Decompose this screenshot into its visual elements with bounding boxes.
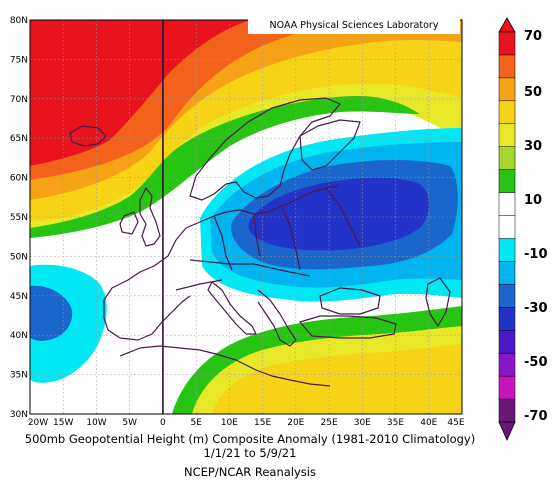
colorbar-label: 30 bbox=[524, 139, 542, 154]
lon-label: 5W bbox=[122, 418, 137, 428]
colorbar-label: -50 bbox=[524, 355, 548, 370]
contour-band-red bbox=[30, 20, 250, 166]
colorbar-label: -70 bbox=[524, 409, 548, 424]
colorbar-cell bbox=[498, 169, 516, 194]
lat-label: 50N bbox=[10, 252, 28, 262]
colorbar: 70 50 30 10 -10 -30 -50 -70 bbox=[498, 17, 548, 441]
lat-label: 65N bbox=[10, 134, 28, 144]
lab-credit: NOAA Physical Sciences Laboratory bbox=[248, 18, 460, 34]
colorbar-bottom-arrow bbox=[498, 421, 516, 441]
lon-label: 45E bbox=[447, 418, 464, 428]
colorbar-label: 50 bbox=[524, 85, 542, 100]
colorbar-label: 70 bbox=[524, 29, 542, 44]
colorbar-cell bbox=[498, 215, 516, 240]
lat-label: 35N bbox=[10, 371, 28, 381]
lon-label: 10W bbox=[86, 418, 106, 428]
colorbar-cell bbox=[498, 329, 516, 354]
colorbar-cell bbox=[498, 261, 516, 285]
contour-low-east-deep-blue bbox=[248, 177, 429, 251]
colorbar-cell bbox=[498, 100, 516, 125]
lon-label: 25E bbox=[321, 418, 338, 428]
lon-label: 40E bbox=[420, 418, 437, 428]
contour-band-green-north bbox=[30, 96, 420, 238]
caption-title: 500mb Geopotential Height (m) Composite … bbox=[24, 432, 476, 446]
colorbar-label: 10 bbox=[524, 193, 542, 208]
lon-label: 0 bbox=[160, 418, 166, 428]
coastlines bbox=[69, 97, 451, 387]
graticule bbox=[30, 20, 462, 414]
latitude-labels: 80N 75N 70N 65N 60N 55N 50N 45N 40N 35N … bbox=[10, 16, 28, 420]
map-area bbox=[30, 20, 462, 414]
colorbar-cell bbox=[498, 284, 516, 308]
lon-label: 20E bbox=[287, 418, 304, 428]
lon-label: 5E bbox=[190, 418, 202, 428]
colorbar-cell bbox=[498, 123, 516, 148]
lat-label: 55N bbox=[10, 213, 28, 223]
colorbar-cell bbox=[498, 31, 516, 56]
colorbar-cell bbox=[498, 146, 516, 171]
lat-label: 40N bbox=[10, 331, 28, 341]
longitude-labels: 20W 15W 10W 5W 0 5E 10E 15E 20E 25E 30E … bbox=[28, 418, 465, 428]
lat-label: 70N bbox=[10, 95, 28, 105]
colorbar-label: -10 bbox=[524, 247, 548, 262]
lon-label: 20W bbox=[28, 418, 48, 428]
colorbar-cell bbox=[498, 398, 516, 423]
map-frame bbox=[29, 19, 463, 415]
caption-date-range: 1/1/21 to 5/9/21 bbox=[203, 446, 297, 460]
colorbar-cell bbox=[498, 192, 516, 217]
lon-label: 15W bbox=[53, 418, 73, 428]
colorbar-cell bbox=[498, 77, 516, 102]
colorbar-label: -30 bbox=[524, 301, 548, 316]
lon-label: 15E bbox=[254, 418, 271, 428]
contour-low-west-blue bbox=[30, 285, 73, 341]
lat-label: 80N bbox=[10, 16, 28, 26]
lat-label: 45N bbox=[10, 292, 28, 302]
colorbar-cell bbox=[498, 307, 516, 331]
colorbar-cell bbox=[498, 352, 516, 377]
colorbar-cell bbox=[498, 375, 516, 400]
lat-label: 60N bbox=[10, 174, 28, 184]
lon-label: 35E bbox=[387, 418, 404, 428]
lat-label: 30N bbox=[10, 410, 28, 420]
lat-label: 75N bbox=[10, 55, 28, 65]
colorbar-cell bbox=[498, 54, 516, 79]
colorbar-top-arrow bbox=[498, 17, 516, 33]
caption-source: NCEP/NCAR Reanalysis bbox=[184, 465, 316, 479]
contour-band-yellow-south bbox=[212, 344, 462, 414]
colorbar-cell bbox=[498, 238, 516, 262]
lon-label: 10E bbox=[221, 418, 238, 428]
colorbar-cells bbox=[498, 31, 516, 423]
lon-label: 30E bbox=[354, 418, 371, 428]
